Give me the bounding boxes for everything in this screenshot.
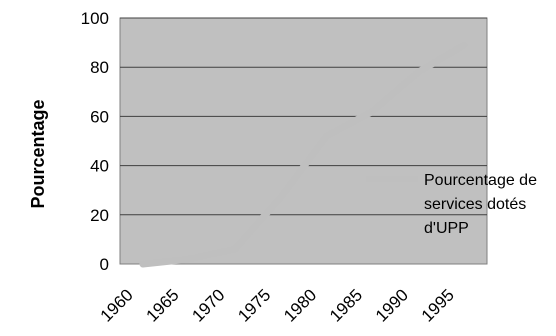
- x-tick-label-1985: 1985: [326, 285, 366, 325]
- data-point-3: [280, 197, 282, 199]
- data-point-7: [463, 44, 465, 46]
- data-point-5: [371, 110, 373, 112]
- data-point-2: [234, 248, 236, 250]
- x-tick-label-1980: 1980: [280, 285, 320, 325]
- y-tick-label-0: 0: [100, 255, 109, 274]
- y-axis-title: Pourcentage: [28, 99, 48, 208]
- data-point-0: [142, 263, 144, 265]
- series-line-0: [139, 41, 468, 268]
- series-layer: [139, 41, 468, 268]
- data-point-1: [188, 258, 190, 260]
- x-tick-labels: 1960 1965 1970 1975 1980 1985 1990 1995: [97, 285, 458, 325]
- y-tick-label-80: 80: [90, 58, 109, 77]
- gridlines: [120, 17, 487, 265]
- x-tick-label-1960: 1960: [97, 285, 137, 325]
- plot-background: [119, 17, 488, 265]
- plot-area: [119, 17, 488, 265]
- y-tick-label-20: 20: [90, 206, 109, 225]
- legend-label-0: Pourcentage de services dotés d'UPP: [424, 172, 537, 237]
- x-tick-label-1995: 1995: [418, 285, 458, 325]
- data-point-6: [417, 71, 419, 73]
- x-tick-label-1975: 1975: [234, 285, 274, 325]
- y-tick-labels: 0 20 40 60 80 100: [81, 9, 109, 274]
- y-tick-label-100: 100: [81, 9, 109, 28]
- y-tick-label-40: 40: [90, 157, 109, 176]
- y-tick-label-60: 60: [90, 107, 109, 126]
- data-point-4: [325, 135, 327, 137]
- x-tick-label-1970: 1970: [188, 285, 228, 325]
- x-tick-label-1990: 1990: [372, 285, 412, 325]
- x-tick-label-1965: 1965: [143, 285, 183, 325]
- legend: Pourcentage de services dotés d'UPP: [366, 172, 537, 237]
